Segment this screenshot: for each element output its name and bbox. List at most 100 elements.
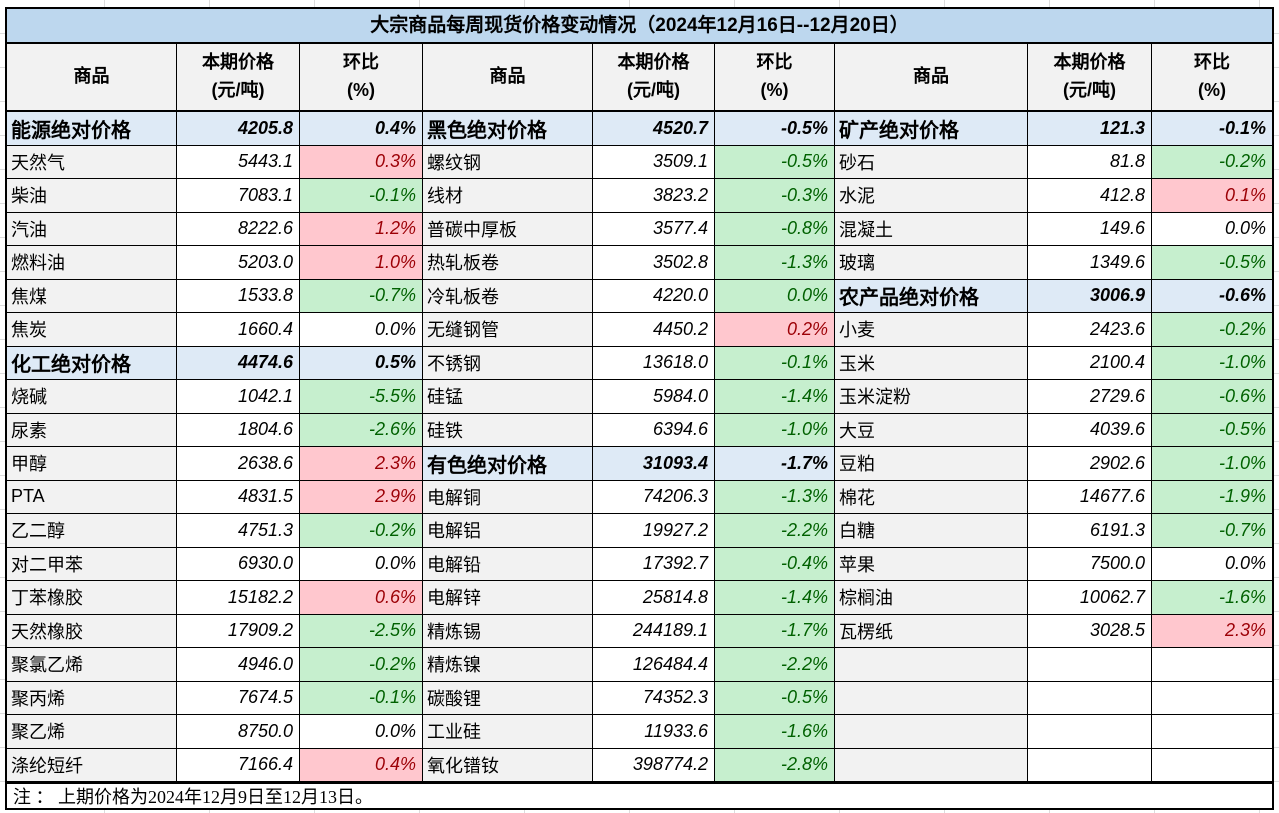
pct-change-cell[interactable]: -1.3%	[715, 480, 835, 514]
price-cell[interactable]: 17392.7	[593, 547, 715, 581]
commodity-name-cell[interactable]: 丁苯橡胶	[7, 581, 177, 615]
pct-change-cell[interactable]: 1.2%	[300, 212, 423, 246]
commodity-name-cell[interactable]: PTA	[7, 480, 177, 514]
price-cell[interactable]: 81.8	[1028, 145, 1152, 179]
pct-change-cell[interactable]: -1.7%	[715, 614, 835, 648]
pct-change-cell[interactable]: 0.1%	[1152, 179, 1272, 213]
commodity-name-cell[interactable]: 大豆	[835, 413, 1028, 447]
pct-change-cell[interactable]: -0.8%	[715, 212, 835, 246]
commodity-name-cell[interactable]: 硅锰	[423, 380, 593, 414]
pct-change-cell[interactable]: -0.7%	[300, 279, 423, 313]
commodity-name-cell[interactable]: 玻璃	[835, 246, 1028, 280]
price-cell[interactable]: 149.6	[1028, 212, 1152, 246]
commodity-name-cell[interactable]: 聚丙烯	[7, 681, 177, 715]
commodity-name-cell[interactable]: 天然气	[7, 145, 177, 179]
header-price[interactable]: 本期价格 (元/吨)	[1028, 44, 1152, 110]
price-cell[interactable]: 2729.6	[1028, 380, 1152, 414]
price-cell[interactable]	[1028, 681, 1152, 715]
commodity-name-cell[interactable]: 苹果	[835, 547, 1028, 581]
header-price[interactable]: 本期价格 (元/吨)	[177, 44, 300, 110]
price-cell[interactable]: 4520.7	[593, 112, 715, 146]
pct-change-cell[interactable]: 0.0%	[300, 313, 423, 347]
pct-change-cell[interactable]: -2.2%	[715, 648, 835, 682]
pct-change-cell[interactable]: -0.2%	[300, 514, 423, 548]
commodity-name-cell[interactable]: 碳酸锂	[423, 681, 593, 715]
commodity-name-cell[interactable]	[835, 715, 1028, 749]
price-cell[interactable]: 4831.5	[177, 480, 300, 514]
pct-change-cell[interactable]: 0.3%	[300, 145, 423, 179]
commodity-name-cell[interactable]: 聚乙烯	[7, 715, 177, 749]
commodity-name-cell[interactable]: 对二甲苯	[7, 547, 177, 581]
commodity-name-cell[interactable]: 硅铁	[423, 413, 593, 447]
header-pct[interactable]: 环比 (%)	[300, 44, 423, 110]
pct-change-cell[interactable]: -1.0%	[1152, 447, 1272, 481]
category-name-cell[interactable]: 农产品绝对价格	[835, 279, 1028, 313]
header-pct[interactable]: 环比 (%)	[715, 44, 835, 110]
price-cell[interactable]: 2423.6	[1028, 313, 1152, 347]
price-cell[interactable]: 7083.1	[177, 179, 300, 213]
pct-change-cell[interactable]: -2.2%	[715, 514, 835, 548]
price-cell[interactable]: 3509.1	[593, 145, 715, 179]
commodity-name-cell[interactable]: 棕榈油	[835, 581, 1028, 615]
price-cell[interactable]: 3577.4	[593, 212, 715, 246]
pct-change-cell[interactable]: -5.5%	[300, 380, 423, 414]
commodity-name-cell[interactable]: 普碳中厚板	[423, 212, 593, 246]
commodity-name-cell[interactable]: 工业硅	[423, 715, 593, 749]
pct-change-cell[interactable]: -0.1%	[1152, 112, 1272, 146]
commodity-name-cell[interactable]: 焦炭	[7, 313, 177, 347]
price-cell[interactable]: 1349.6	[1028, 246, 1152, 280]
pct-change-cell[interactable]: -1.0%	[715, 413, 835, 447]
pct-change-cell[interactable]: 1.0%	[300, 246, 423, 280]
price-cell[interactable]: 3028.5	[1028, 614, 1152, 648]
pct-change-cell[interactable]: -1.4%	[715, 581, 835, 615]
commodity-name-cell[interactable]: 热轧板卷	[423, 246, 593, 280]
price-cell[interactable]: 6191.3	[1028, 514, 1152, 548]
pct-change-cell[interactable]: 0.0%	[300, 715, 423, 749]
price-cell[interactable]: 10062.7	[1028, 581, 1152, 615]
price-cell[interactable]: 2100.4	[1028, 346, 1152, 380]
commodity-name-cell[interactable]: 瓦楞纸	[835, 614, 1028, 648]
pct-change-cell[interactable]: 0.4%	[300, 112, 423, 146]
price-cell[interactable]: 1042.1	[177, 380, 300, 414]
pct-change-cell[interactable]: -1.6%	[715, 715, 835, 749]
commodity-name-cell[interactable]: 无缝钢管	[423, 313, 593, 347]
price-cell[interactable]: 1804.6	[177, 413, 300, 447]
commodity-name-cell[interactable]: 柴油	[7, 179, 177, 213]
pct-change-cell[interactable]	[1152, 748, 1272, 782]
pct-change-cell[interactable]: -2.8%	[715, 748, 835, 782]
pct-change-cell[interactable]: -0.5%	[715, 681, 835, 715]
pct-change-cell[interactable]: -1.0%	[1152, 346, 1272, 380]
commodity-name-cell[interactable]	[835, 648, 1028, 682]
header-commodity[interactable]: 商品	[423, 44, 593, 110]
category-name-cell[interactable]: 矿产绝对价格	[835, 112, 1028, 146]
pct-change-cell[interactable]: 0.5%	[300, 346, 423, 380]
commodity-name-cell[interactable]: 聚氯乙烯	[7, 648, 177, 682]
pct-change-cell[interactable]: -0.1%	[300, 179, 423, 213]
pct-change-cell[interactable]: 0.0%	[715, 279, 835, 313]
pct-change-cell[interactable]	[1152, 681, 1272, 715]
price-cell[interactable]: 17909.2	[177, 614, 300, 648]
price-cell[interactable]: 6394.6	[593, 413, 715, 447]
pct-change-cell[interactable]: -0.6%	[1152, 380, 1272, 414]
pct-change-cell[interactable]: -1.4%	[715, 380, 835, 414]
commodity-name-cell[interactable]: 涤纶短纤	[7, 748, 177, 782]
price-cell[interactable]	[1028, 648, 1152, 682]
commodity-name-cell[interactable]: 砂石	[835, 145, 1028, 179]
commodity-name-cell[interactable]: 豆粕	[835, 447, 1028, 481]
price-cell[interactable]: 126484.4	[593, 648, 715, 682]
pct-change-cell[interactable]: -0.6%	[1152, 279, 1272, 313]
price-cell[interactable]: 8222.6	[177, 212, 300, 246]
category-name-cell[interactable]: 黑色绝对价格	[423, 112, 593, 146]
commodity-name-cell[interactable]: 天然橡胶	[7, 614, 177, 648]
price-cell[interactable]: 3006.9	[1028, 279, 1152, 313]
price-cell[interactable]: 412.8	[1028, 179, 1152, 213]
category-name-cell[interactable]: 有色绝对价格	[423, 447, 593, 481]
pct-change-cell[interactable]: -0.5%	[715, 112, 835, 146]
price-cell[interactable]: 13618.0	[593, 346, 715, 380]
commodity-name-cell[interactable]	[835, 748, 1028, 782]
commodity-name-cell[interactable]: 精炼镍	[423, 648, 593, 682]
price-cell[interactable]	[1028, 748, 1152, 782]
commodity-name-cell[interactable]: 玉米淀粉	[835, 380, 1028, 414]
commodity-name-cell[interactable]: 电解铅	[423, 547, 593, 581]
pct-change-cell[interactable]: -0.2%	[300, 648, 423, 682]
